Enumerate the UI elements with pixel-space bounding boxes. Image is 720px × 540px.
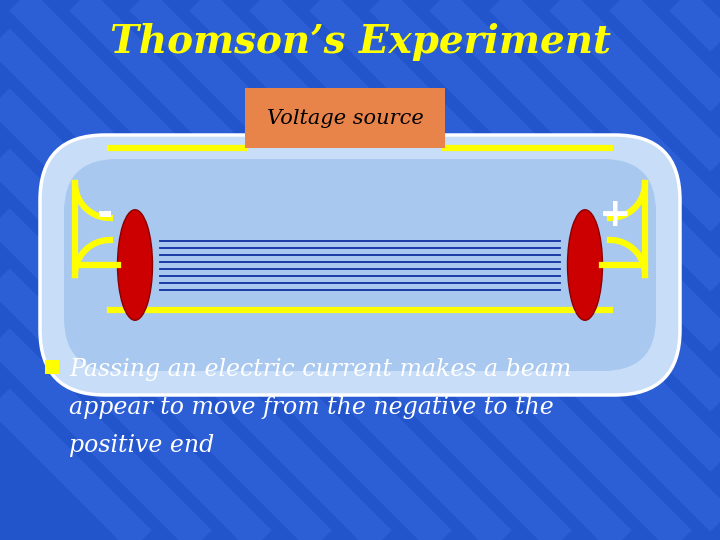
Ellipse shape [117, 210, 153, 320]
Text: Thomson’s Experiment: Thomson’s Experiment [109, 23, 611, 61]
Text: Voltage source: Voltage source [266, 109, 423, 127]
Text: +: + [599, 196, 631, 234]
FancyBboxPatch shape [64, 159, 656, 371]
FancyBboxPatch shape [40, 135, 680, 395]
Ellipse shape [567, 210, 603, 320]
FancyBboxPatch shape [245, 88, 445, 148]
Text: -: - [97, 196, 113, 234]
Text: positive end: positive end [69, 434, 215, 457]
Text: Passing an electric current makes a beam: Passing an electric current makes a beam [69, 358, 571, 381]
Bar [45, 360, 59, 374]
Text: appear to move from the negative to the: appear to move from the negative to the [69, 396, 554, 419]
